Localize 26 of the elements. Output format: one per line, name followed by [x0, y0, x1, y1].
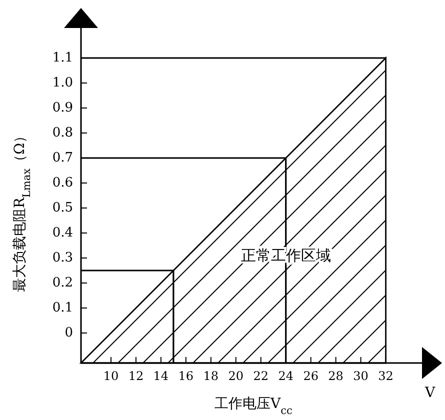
y-tick-label: 0.4: [52, 226, 73, 240]
x-tick-label: 26: [303, 369, 318, 383]
y-tick-label: 0.1: [52, 300, 73, 316]
y-tick-label: 0.2: [52, 276, 73, 290]
y-tick-label: 0: [64, 326, 73, 340]
x-tick-label: 16: [178, 369, 194, 383]
x-tick-label: 20: [228, 369, 244, 383]
x-tick-label: 22: [253, 369, 269, 383]
x-tick-label: 30: [353, 369, 368, 383]
text: V: [424, 385, 436, 401]
x-tick-label: 18: [203, 369, 219, 383]
y-tick-label: 0.3: [52, 250, 73, 266]
y-tick-label: 0.7: [52, 150, 73, 166]
x-tick-label: 24: [278, 369, 294, 383]
x-tick-label: 28: [328, 369, 344, 383]
y-tick-label: 0.9: [52, 100, 73, 116]
y-tick-label: 0.6: [52, 176, 73, 190]
y-tick-label: 0.8: [52, 126, 73, 140]
y-tick-label: 1.1: [52, 50, 73, 66]
x-axis-title: 工作电压V$_{cc}$: [214, 396, 292, 417]
x-tick-label: 12: [128, 369, 144, 383]
y-tick-label: 1.0: [52, 76, 73, 90]
x-tick-label: 10: [103, 369, 119, 383]
x-tick-label: 32: [378, 369, 394, 383]
y-tick-label: 0.5: [52, 200, 73, 216]
x-tick-label: 14: [153, 369, 169, 383]
